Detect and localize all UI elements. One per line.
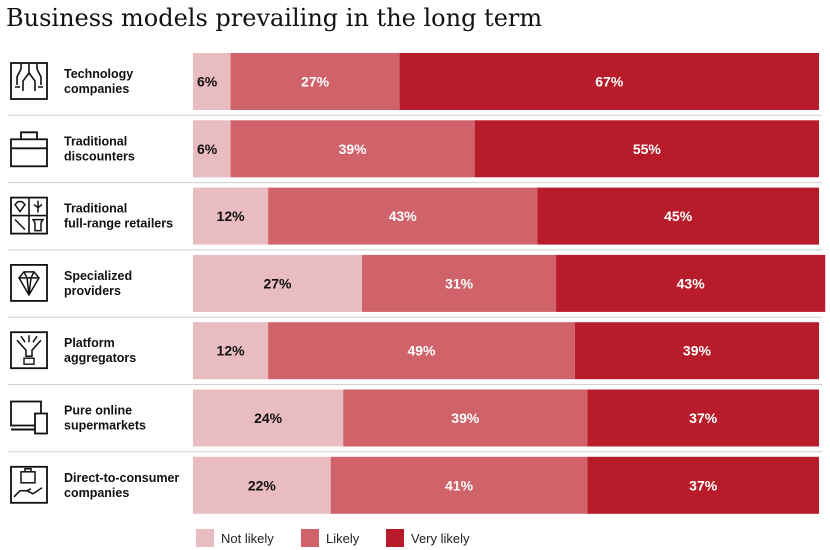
bar-segment-very-likely — [537, 187, 819, 245]
bar-segment-not-likely — [193, 456, 331, 514]
legend-label: Not likely — [221, 531, 274, 546]
data-label: 27% — [301, 74, 330, 90]
bar-segment-likely — [230, 120, 475, 178]
briefcase-icon — [10, 131, 48, 168]
bar-segment-very-likely — [587, 456, 819, 514]
bar-segment-likely — [230, 53, 400, 110]
bar-segment-very-likely — [399, 53, 819, 110]
category-label: Traditional full-range retailers — [64, 202, 173, 231]
legend-label: Likely — [326, 531, 360, 546]
chart-title: Business models prevailing in the long t… — [6, 4, 543, 32]
bar-segment-very-likely — [587, 389, 819, 447]
data-label: 37% — [689, 410, 718, 426]
data-label: 39% — [683, 343, 712, 359]
bar-segment-not-likely — [193, 120, 231, 178]
bar-segment-not-likely — [193, 187, 269, 245]
data-label: 67% — [595, 74, 624, 90]
hand-package-icon — [10, 465, 48, 504]
data-label: 6% — [197, 74, 218, 90]
bar-segment-not-likely — [193, 254, 363, 312]
retail-goods-icon — [10, 196, 48, 235]
bar-segment-likely — [362, 254, 557, 312]
data-label: 39% — [339, 141, 368, 157]
data-label: 22% — [248, 477, 277, 493]
category-label: Specialized providers — [64, 269, 132, 298]
legend-swatch — [386, 529, 404, 547]
legend-swatch — [196, 529, 214, 547]
data-label: 49% — [407, 343, 436, 359]
data-label: 55% — [633, 141, 662, 157]
bar-segment-likely — [268, 187, 538, 245]
data-label: 43% — [677, 275, 706, 291]
data-label: 31% — [445, 275, 474, 291]
legend-item: Very likely — [386, 529, 470, 547]
bar-segment-not-likely — [193, 322, 269, 380]
data-label: 24% — [254, 410, 283, 426]
bar-segment-likely — [330, 456, 588, 514]
legend-item: Not likely — [196, 529, 274, 547]
devices-icon — [10, 400, 48, 435]
category-label: Pure online supermarkets — [64, 404, 146, 433]
data-label: 43% — [389, 208, 418, 224]
data-label: 6% — [197, 141, 218, 157]
funnel-icon — [10, 331, 48, 370]
bar-segment-not-likely — [193, 53, 231, 110]
diamond-icon — [10, 263, 48, 302]
bar-segment-not-likely — [193, 389, 344, 447]
bar-segment-very-likely — [474, 120, 819, 178]
category-label: Direct-to-consumer companies — [64, 471, 179, 500]
data-label: 37% — [689, 477, 718, 493]
legend-swatch — [301, 529, 319, 547]
data-label: 27% — [263, 275, 292, 291]
category-label: Traditional discounters — [64, 134, 135, 163]
category-label: Platform aggregators — [64, 336, 136, 365]
bar-segment-likely — [343, 389, 588, 447]
chip-icon — [10, 62, 48, 100]
data-label: 12% — [217, 343, 246, 359]
bar-segment-likely — [268, 322, 575, 380]
legend-label: Very likely — [411, 531, 470, 546]
bar-segment-very-likely — [556, 254, 826, 312]
data-label: 12% — [217, 208, 246, 224]
data-label: 39% — [451, 410, 480, 426]
legend-item: Likely — [301, 529, 360, 547]
category-label: Technology companies — [64, 67, 133, 96]
bar-segment-very-likely — [574, 322, 819, 380]
data-label: 41% — [445, 477, 474, 493]
data-label: 45% — [664, 208, 693, 224]
